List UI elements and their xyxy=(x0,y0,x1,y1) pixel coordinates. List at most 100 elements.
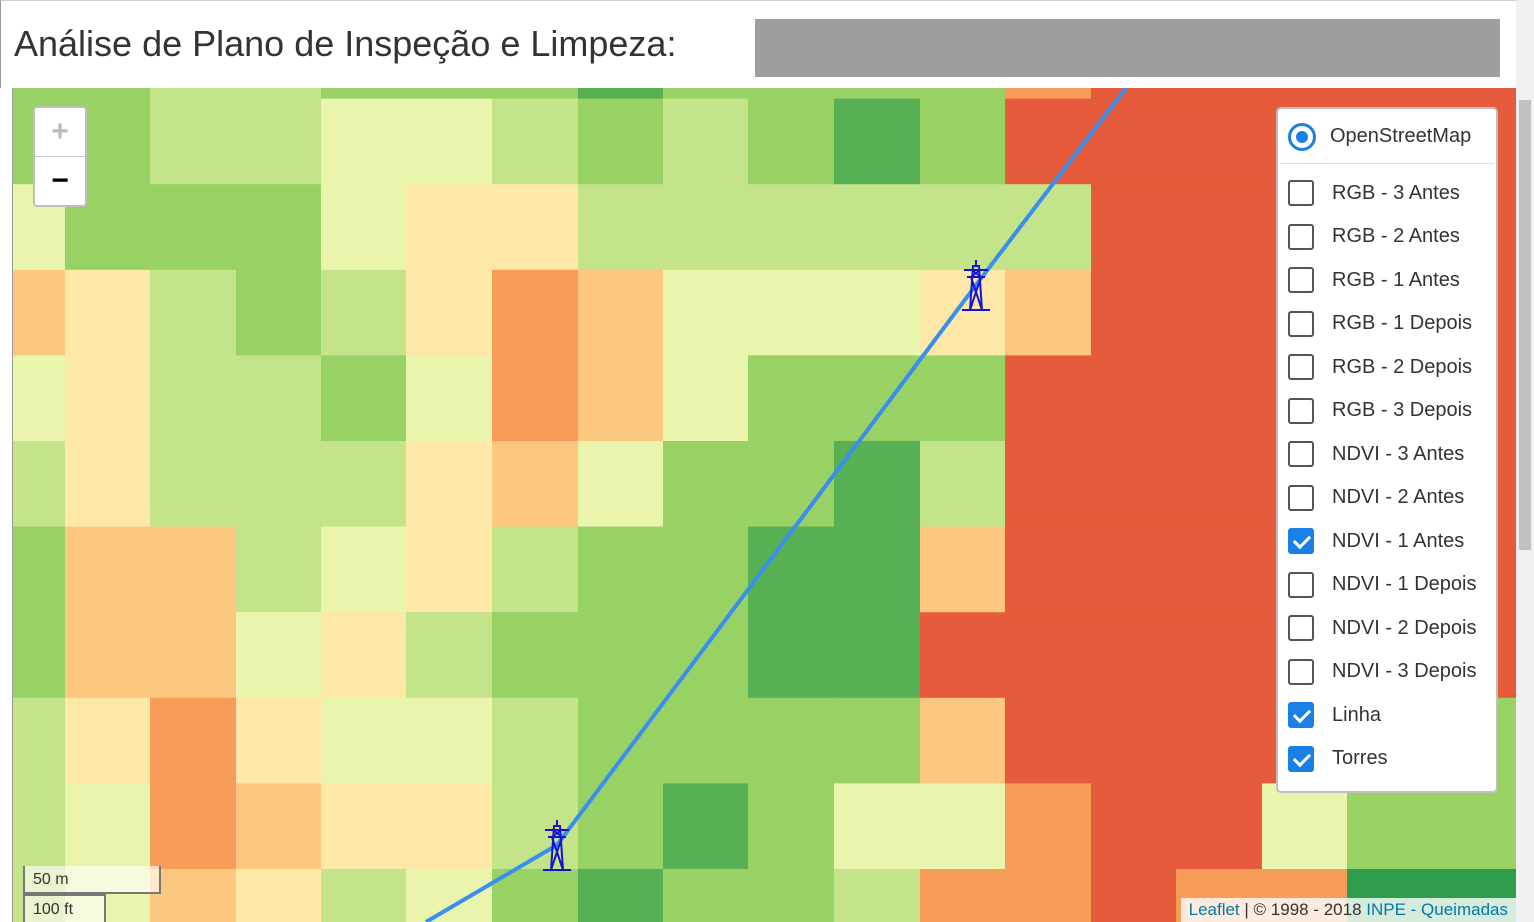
raster-cell xyxy=(578,527,664,613)
checkbox[interactable] xyxy=(1288,441,1314,467)
copyright: | © 1998 - 2018 xyxy=(1244,900,1361,919)
checkbox[interactable] xyxy=(1288,354,1314,380)
checkbox[interactable] xyxy=(1288,615,1314,641)
raster-cell xyxy=(492,612,579,698)
raster-cell xyxy=(1091,355,1177,441)
checkbox[interactable] xyxy=(1288,398,1314,424)
overlay-item[interactable]: Linha xyxy=(1278,694,1496,738)
raster-cell xyxy=(13,612,66,698)
raster-cell xyxy=(1091,99,1177,185)
overlay-item[interactable]: NDVI - 1 Antes xyxy=(1278,520,1496,564)
raster-cell xyxy=(492,527,579,613)
raster-cell xyxy=(834,355,921,441)
raster-cell xyxy=(65,441,151,527)
raster-cell xyxy=(663,783,749,869)
map[interactable]: + − OpenStreetMap RGB - 3 Antes RGB - 2 An… xyxy=(12,88,1516,922)
raster-cell xyxy=(748,88,835,99)
overlay-item[interactable]: NDVI - 3 Antes xyxy=(1278,433,1496,477)
raster-cell xyxy=(1091,441,1177,527)
raster-cell xyxy=(321,527,407,613)
scale-metric: 50 m xyxy=(23,866,161,894)
layer-label: RGB - 3 Antes xyxy=(1332,182,1460,205)
base-layer-item[interactable]: OpenStreetMap xyxy=(1278,115,1496,159)
scrollbar-thumb[interactable] xyxy=(1519,100,1531,550)
checkbox[interactable] xyxy=(1288,267,1314,293)
raster-cell xyxy=(236,355,322,441)
checkbox[interactable] xyxy=(1288,485,1314,511)
layer-label: RGB - 1 Antes xyxy=(1332,269,1460,292)
raster-cell xyxy=(1176,88,1263,99)
checkbox[interactable] xyxy=(1288,528,1314,554)
raster-cell xyxy=(1005,698,1092,784)
checkbox[interactable] xyxy=(1288,572,1314,598)
raster-cell xyxy=(236,783,322,869)
raster-cell xyxy=(748,612,835,698)
raster-cell xyxy=(834,441,921,527)
zoom-out[interactable]: − xyxy=(35,157,85,205)
raster-cell xyxy=(406,99,493,185)
raster-cell xyxy=(321,612,407,698)
raster-cell xyxy=(1091,698,1177,784)
overlay-item[interactable]: RGB - 3 Depois xyxy=(1278,389,1496,433)
raster-cell xyxy=(321,88,407,99)
raster-cell xyxy=(150,441,237,527)
raster-cell xyxy=(492,184,579,270)
overlay-item[interactable]: RGB - 2 Depois xyxy=(1278,346,1496,390)
raster-cell xyxy=(406,527,493,613)
overlay-item[interactable]: NDVI - 3 Depois xyxy=(1278,650,1496,694)
raster-cell xyxy=(492,270,579,356)
raster-cell xyxy=(663,270,749,356)
raster-cell xyxy=(578,270,664,356)
raster-cell xyxy=(65,270,151,356)
raster-cell xyxy=(1176,783,1263,869)
overlay-item[interactable]: Torres xyxy=(1278,737,1496,781)
raster-cell xyxy=(1005,355,1092,441)
layer-label: Torres xyxy=(1332,747,1388,770)
raster-cell xyxy=(492,441,579,527)
raster-cell xyxy=(1005,527,1092,613)
checkbox[interactable] xyxy=(1288,659,1314,685)
raster-cell xyxy=(236,99,322,185)
overlay-item[interactable]: RGB - 2 Antes xyxy=(1278,215,1496,259)
overlay-item[interactable]: NDVI - 2 Antes xyxy=(1278,476,1496,520)
zoom-in[interactable]: + xyxy=(35,108,85,157)
raster-cell xyxy=(1005,869,1092,922)
page-title: Análise de Plano de Inspeção e Limpeza: xyxy=(14,23,676,65)
layer-label: RGB - 2 Antes xyxy=(1332,225,1460,248)
layer-label: RGB - 1 Depois xyxy=(1332,312,1472,335)
radio-selected[interactable] xyxy=(1288,123,1316,151)
source-link[interactable]: INPE - Queimadas xyxy=(1366,900,1508,919)
raster-cell xyxy=(13,783,66,869)
checkbox[interactable] xyxy=(1288,180,1314,206)
raster-cell xyxy=(13,88,66,99)
raster-cell xyxy=(236,612,322,698)
overlay-item[interactable]: NDVI - 2 Depois xyxy=(1278,607,1496,651)
overlay-item[interactable]: RGB - 3 Antes xyxy=(1278,172,1496,216)
layer-label: NDVI - 1 Antes xyxy=(1332,530,1464,553)
raster-cell xyxy=(834,184,921,270)
raster-cell xyxy=(748,698,835,784)
raster-cell xyxy=(834,869,921,922)
overlay-item[interactable]: NDVI - 1 Depois xyxy=(1278,563,1496,607)
raster-cell xyxy=(150,355,237,441)
raster-cell xyxy=(406,184,493,270)
layer-label: NDVI - 1 Depois xyxy=(1332,573,1477,596)
overlay-item[interactable]: RGB - 1 Depois xyxy=(1278,302,1496,346)
raster-cell xyxy=(321,698,407,784)
raster-cell xyxy=(920,527,1006,613)
raster-cell xyxy=(406,698,493,784)
raster-cell xyxy=(834,270,921,356)
checkbox[interactable] xyxy=(1288,224,1314,250)
checkbox[interactable] xyxy=(1288,311,1314,337)
leaflet-link[interactable]: Leaflet xyxy=(1189,900,1240,919)
raster-cell xyxy=(578,88,664,99)
scrollbar[interactable] xyxy=(1516,0,1534,922)
raster-cell xyxy=(13,355,66,441)
raster-cell xyxy=(406,270,493,356)
checkbox[interactable] xyxy=(1288,702,1314,728)
raster-cell xyxy=(748,355,835,441)
checkbox[interactable] xyxy=(1288,746,1314,772)
raster-cell xyxy=(65,783,151,869)
raster-cell xyxy=(748,783,835,869)
overlay-item[interactable]: RGB - 1 Antes xyxy=(1278,259,1496,303)
